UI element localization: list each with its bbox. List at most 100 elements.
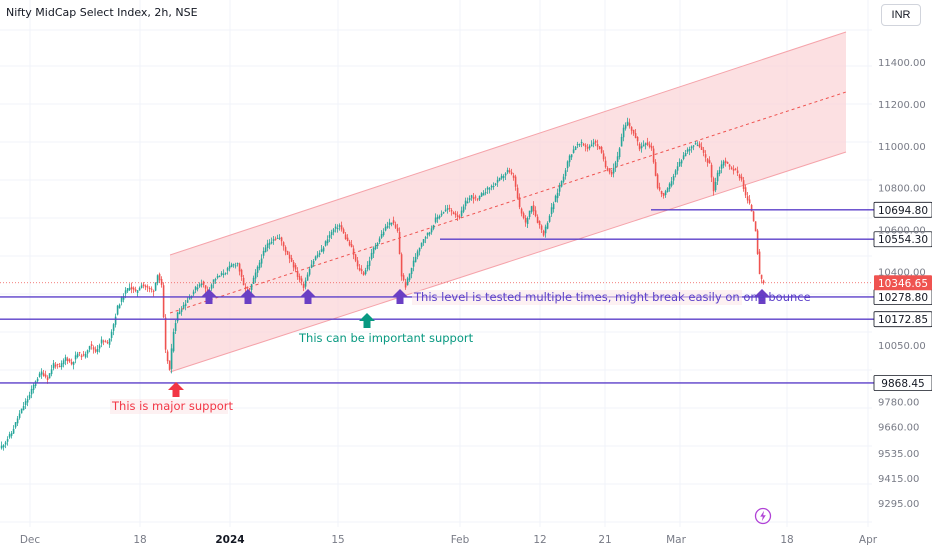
candle bbox=[360, 265, 363, 275]
candle bbox=[210, 283, 213, 291]
candle-body bbox=[10, 433, 13, 436]
candle-body bbox=[746, 196, 749, 201]
candle-body bbox=[312, 260, 315, 265]
candle bbox=[226, 266, 229, 275]
candle bbox=[40, 368, 43, 379]
candle-body bbox=[742, 180, 745, 189]
candle bbox=[732, 165, 735, 175]
candle-body bbox=[288, 254, 291, 259]
candle bbox=[92, 345, 95, 354]
candle-body bbox=[646, 142, 649, 145]
candle-body bbox=[124, 290, 127, 294]
candle-body bbox=[508, 170, 511, 173]
candle-body bbox=[658, 187, 661, 190]
candle-body bbox=[360, 269, 363, 272]
candle-body bbox=[756, 230, 759, 254]
candle-body bbox=[736, 170, 739, 174]
candles bbox=[0, 117, 765, 451]
candle-body bbox=[622, 127, 625, 138]
candle bbox=[538, 220, 541, 229]
candle bbox=[644, 142, 647, 150]
candle-body bbox=[218, 275, 221, 278]
candle-body bbox=[70, 361, 73, 365]
candle bbox=[676, 161, 679, 175]
level-price-tag: 10278.80 bbox=[873, 289, 932, 305]
candle bbox=[652, 145, 655, 164]
candle bbox=[542, 229, 545, 237]
arrow-shape bbox=[300, 289, 316, 304]
candle-body bbox=[40, 371, 43, 375]
candle-body bbox=[362, 272, 365, 275]
candle-body bbox=[128, 287, 131, 291]
candle bbox=[170, 343, 173, 374]
candle bbox=[640, 142, 643, 153]
candle-body bbox=[4, 442, 7, 445]
candle-body bbox=[540, 225, 543, 230]
candle bbox=[728, 163, 731, 170]
candle bbox=[526, 216, 529, 228]
candle-body bbox=[246, 286, 249, 288]
candle bbox=[752, 210, 755, 222]
channel-lower-line bbox=[169, 151, 847, 373]
candle bbox=[448, 204, 451, 212]
candle bbox=[12, 425, 15, 435]
currency-button[interactable]: INR bbox=[881, 4, 921, 26]
annotation-text: This level is tested multiple times, mig… bbox=[413, 290, 811, 304]
candle-body bbox=[400, 254, 403, 277]
flash-icon[interactable] bbox=[754, 507, 772, 525]
candle-body bbox=[372, 247, 375, 254]
candle-body bbox=[436, 216, 439, 220]
annotation: This is major support bbox=[110, 399, 234, 414]
candle bbox=[462, 204, 465, 214]
candle-body bbox=[340, 225, 343, 230]
candle-body bbox=[158, 273, 161, 281]
candle-body bbox=[72, 361, 75, 365]
candle bbox=[682, 152, 685, 161]
candle bbox=[470, 194, 473, 201]
candle bbox=[198, 282, 201, 288]
candle-body bbox=[90, 344, 93, 346]
candle-body bbox=[282, 242, 285, 247]
candle bbox=[322, 246, 325, 254]
candle bbox=[172, 328, 175, 353]
candle-body bbox=[680, 160, 683, 164]
candle bbox=[734, 167, 737, 171]
candle-body bbox=[104, 341, 107, 343]
candle bbox=[480, 192, 483, 197]
candle-body bbox=[760, 274, 763, 279]
candle bbox=[104, 339, 107, 343]
candle bbox=[22, 402, 25, 411]
candle bbox=[476, 198, 479, 202]
candle-body bbox=[178, 311, 181, 315]
candle-body bbox=[14, 422, 17, 428]
candle-body bbox=[152, 290, 155, 292]
candle bbox=[738, 173, 741, 181]
candle bbox=[762, 279, 765, 285]
candle-body bbox=[720, 164, 723, 169]
candle bbox=[196, 284, 199, 292]
candle-body bbox=[660, 191, 663, 195]
candle bbox=[686, 147, 689, 154]
candle-body bbox=[30, 388, 33, 395]
candle bbox=[236, 262, 239, 267]
candle-body bbox=[302, 283, 305, 288]
candle-body bbox=[114, 316, 117, 325]
regression-channel bbox=[169, 31, 847, 373]
candle bbox=[42, 369, 45, 377]
level-price-tag: 9868.45 bbox=[873, 375, 932, 391]
candle bbox=[10, 431, 13, 439]
candle-body bbox=[568, 155, 571, 163]
candle bbox=[512, 172, 515, 181]
candle-body bbox=[624, 125, 627, 129]
candle-body bbox=[370, 252, 373, 259]
candle-body bbox=[404, 281, 407, 288]
candle bbox=[516, 184, 519, 200]
candle-body bbox=[332, 229, 335, 233]
candle bbox=[78, 351, 81, 357]
candle bbox=[242, 275, 245, 286]
candle-body bbox=[180, 309, 183, 312]
candle-body bbox=[122, 295, 125, 300]
candle bbox=[586, 143, 589, 152]
candle-body bbox=[610, 171, 613, 175]
